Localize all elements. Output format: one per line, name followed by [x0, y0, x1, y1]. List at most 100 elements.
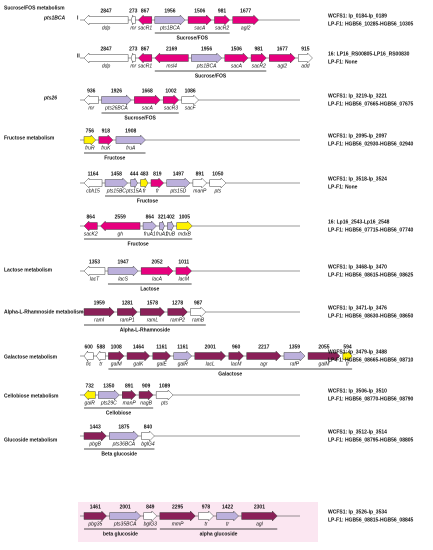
gene-name: tr [226, 521, 229, 527]
gene-size: 594 [343, 344, 352, 350]
gene-arrow [269, 52, 296, 64]
group-label: Fructose [128, 241, 149, 247]
gene-name: pts35BCA [113, 521, 137, 527]
gene-name: fr [143, 188, 146, 194]
gene-arrow [83, 52, 129, 64]
gene-name: mr [130, 63, 136, 69]
gene-name: sacA [142, 105, 154, 111]
gene-size: 1161 [177, 344, 188, 350]
gene-size: 2001 [120, 504, 131, 510]
gene-name: lacA [152, 276, 162, 282]
gene-size: 1011 [178, 259, 189, 265]
gene-arrow [342, 350, 353, 362]
gene-name: tr [99, 361, 102, 367]
gene-name: mr [88, 105, 94, 111]
gene-size: 1350 [103, 383, 114, 389]
gene-size: 981 [255, 46, 264, 52]
group-label: Sucrose/FOS [195, 73, 227, 79]
gene-name: lacM [231, 361, 242, 367]
locus-ids: WCFS1: lp_2095-lp_2097 [328, 133, 387, 139]
group-label: alpha glucoside [200, 531, 238, 537]
locus-ids: WCFS1: lp_3526-lp_3534 [328, 509, 387, 515]
locus-ids: WCFS1: lp_3518-lp_3524 [328, 176, 387, 182]
gene-arrow [232, 14, 260, 26]
gene-name: manP [123, 400, 137, 406]
gene-name: sacA [231, 63, 243, 69]
locus-ids: LP-F1: HGB56_08665-HGB56_08710 [328, 357, 414, 363]
gene-size: 891 [196, 171, 205, 177]
gene-size: 867 [141, 8, 150, 14]
gene-size: 867 [141, 46, 150, 52]
gene-size: 1947 [117, 259, 128, 265]
cluster-label: pts1BCA [43, 15, 66, 21]
gene-arrow [216, 510, 239, 522]
gene-size: 1959 [94, 300, 105, 306]
gene-arrow [109, 430, 139, 442]
gene-size: 1506 [194, 8, 205, 14]
gene-arrow [167, 306, 188, 318]
gene-name: pts36BCA [112, 441, 136, 447]
gene-name: fruA1 [156, 231, 168, 237]
gene-name: gh [117, 231, 123, 237]
gene-size: 1461 [90, 504, 101, 510]
gene-name: agl2 [241, 25, 251, 31]
locus-ids: WCFS1: lp_3479-lp_3488 [328, 349, 387, 355]
gene-size: 864 [146, 214, 155, 220]
gene-name: fic [86, 361, 92, 367]
gene-name: pts15A [125, 188, 142, 194]
gene-arrow [109, 510, 142, 522]
section-label: Lactose metabolism [4, 267, 53, 273]
gene-arrow [167, 220, 174, 232]
gene-name: tr [346, 361, 349, 367]
gene-arrow [187, 14, 212, 26]
gene-arrow [95, 350, 106, 362]
gene-size: 978 [202, 504, 211, 510]
gene-arrow [138, 14, 153, 26]
gene-size: 402 [166, 214, 175, 220]
locus-ids: LP-F1: HGB56_08795-HGB56_08805 [328, 437, 414, 443]
gene-size: 2055 [318, 344, 329, 350]
locus-ids: 16: LP16_RS00805-LP16_RS00830 [328, 51, 410, 57]
group-label: Fructose [137, 198, 158, 204]
gene-size: 936 [87, 88, 96, 94]
gene-name: sacR1 [138, 63, 152, 69]
gene-size: 1908 [125, 128, 136, 134]
gene-size: 1164 [88, 171, 99, 177]
gene-size: 2052 [151, 259, 162, 265]
gene-name: sacR2 [252, 63, 266, 69]
gene-name: mmP [172, 521, 184, 527]
gene-arrow [246, 350, 282, 362]
gene-name: galR [178, 361, 189, 367]
gene-arrow [140, 177, 149, 189]
gene-arrow [250, 52, 267, 64]
gene-size: 483 [140, 171, 149, 177]
gene-size: 2169 [166, 46, 177, 52]
gene-name: nagB [140, 400, 152, 406]
gene-arrow [214, 14, 231, 26]
gene-size: 1005 [179, 214, 190, 220]
gene-size: 1359 [289, 344, 300, 350]
gene-name: galM [319, 361, 331, 367]
gene-name: pts15BC [106, 188, 127, 194]
gene-name: pts29C [100, 400, 117, 406]
gene-name: ddp [102, 25, 111, 31]
gene-arrow [83, 177, 103, 189]
group-label: Lactose [140, 286, 159, 292]
gene-name: tr [204, 521, 207, 527]
locus-ids: LP-F1: HGB56_08630-HGB56_08650 [328, 313, 414, 319]
gene-size: 1278 [172, 300, 183, 306]
gene-arrow [140, 265, 174, 277]
gene-size: 732 [86, 383, 95, 389]
gene-size: 918 [102, 128, 111, 134]
gene-arrow [154, 14, 186, 26]
gene-arrow [307, 350, 341, 362]
group-label: Fructose [104, 155, 125, 161]
gene-size: 840 [144, 424, 153, 430]
gene-arrow [142, 220, 157, 232]
gene-size: 600 [84, 344, 93, 350]
gene-name: galK [133, 361, 144, 367]
gene-name: galM [111, 361, 123, 367]
gene-name: fruB [166, 231, 176, 237]
group-label: Cellobiose [106, 410, 132, 416]
gene-name: sacR2 [215, 25, 229, 31]
